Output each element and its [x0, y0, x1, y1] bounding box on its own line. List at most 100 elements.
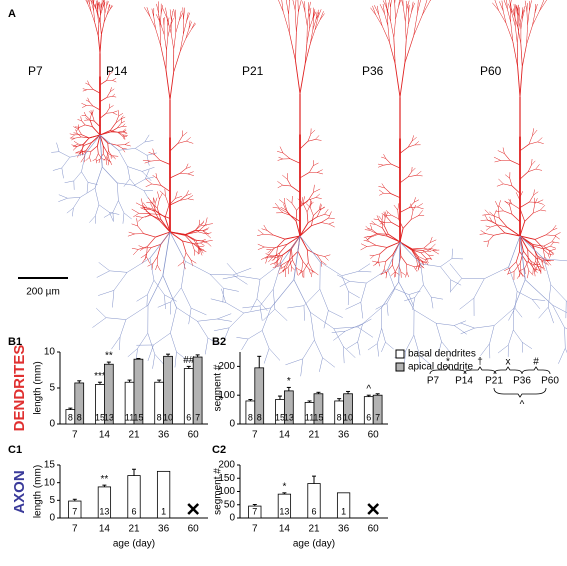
- significance: **: [101, 474, 109, 485]
- neurite: [106, 112, 113, 114]
- neurite: [153, 198, 156, 204]
- neurite: [311, 270, 313, 278]
- neurite: [420, 250, 427, 253]
- significance: *: [287, 376, 291, 387]
- neurite: [320, 204, 322, 211]
- neurite: [272, 252, 281, 258]
- neurite: [92, 158, 97, 162]
- neurite: [515, 26, 518, 44]
- n-label: 11: [125, 412, 134, 422]
- neurite: [135, 148, 148, 156]
- neurite: [319, 13, 325, 21]
- neurite: [413, 197, 416, 203]
- neurite: [379, 193, 384, 196]
- neurite: [384, 211, 389, 218]
- neurite: [155, 210, 166, 218]
- neurite: [514, 291, 518, 309]
- neurite: [133, 213, 140, 218]
- neurite: [508, 266, 518, 292]
- neurite: [122, 148, 128, 150]
- neurite: [152, 203, 157, 212]
- neurite: [145, 176, 154, 180]
- neurite: [411, 248, 419, 257]
- neurite: [524, 268, 526, 275]
- neurite: [210, 298, 226, 303]
- neurite: [375, 302, 388, 310]
- n-label: 15: [95, 412, 105, 422]
- neurite: [109, 212, 114, 222]
- neurite: [517, 27, 522, 45]
- panel-label: A: [8, 8, 16, 20]
- neurite: [383, 211, 386, 218]
- neurite: [449, 263, 462, 279]
- neurite: [77, 133, 82, 138]
- neurite: [407, 3, 409, 13]
- neurite: [386, 264, 393, 273]
- stat-symbol: ^: [520, 400, 525, 411]
- neurite: [303, 288, 321, 306]
- neurite: [521, 342, 523, 353]
- neurite: [109, 212, 120, 215]
- neurite: [430, 248, 437, 251]
- neurite: [286, 235, 301, 245]
- neurite: [544, 260, 550, 266]
- neurite: [511, 13, 516, 27]
- neurite: [93, 10, 96, 23]
- neurite: [302, 339, 315, 359]
- neurite: [170, 32, 174, 50]
- neurite: [411, 249, 418, 258]
- neurite: [81, 171, 89, 183]
- neurite: [72, 207, 74, 217]
- neurite: [193, 243, 200, 250]
- neurite: [360, 246, 367, 251]
- neurite: [552, 227, 558, 231]
- neurite: [98, 153, 102, 159]
- y-tick-label: 200: [218, 460, 235, 471]
- neurite: [279, 207, 288, 214]
- neurite: [145, 178, 153, 185]
- neurite: [421, 261, 424, 266]
- neurite: [394, 271, 396, 278]
- neurite: [277, 181, 283, 186]
- neurite: [285, 209, 291, 216]
- neurite: [405, 271, 408, 278]
- neurite: [540, 204, 546, 211]
- neurite: [366, 245, 377, 247]
- neurite: [51, 151, 60, 153]
- significance: *: [282, 481, 286, 492]
- neurite: [291, 266, 295, 271]
- x-tick-label: 21: [308, 524, 320, 535]
- neurite: [123, 178, 131, 187]
- neurite: [408, 5, 410, 13]
- neurite: [176, 307, 198, 322]
- neurite: [268, 257, 273, 263]
- y-tick-label: 50: [224, 499, 236, 510]
- neurite: [69, 133, 75, 136]
- neurite: [164, 294, 177, 302]
- neurite: [263, 308, 276, 321]
- neurite: [484, 214, 488, 221]
- neurite: [202, 230, 209, 235]
- neurite: [411, 2, 415, 12]
- neurite: [534, 4, 538, 13]
- neurite: [173, 51, 181, 73]
- neurite: [96, 270, 110, 278]
- y-tick-label: 100: [218, 486, 235, 497]
- neurite: [169, 72, 175, 100]
- neurite: [497, 344, 509, 354]
- neurite: [441, 341, 452, 354]
- neurite: [276, 246, 278, 255]
- neurite: [58, 197, 68, 202]
- neurite: [484, 209, 490, 215]
- neurite: [285, 358, 303, 366]
- neurite: [489, 214, 500, 219]
- neurite: [519, 144, 530, 152]
- neurite: [308, 197, 316, 201]
- neurite: [513, 3, 516, 14]
- neurite: [96, 158, 101, 162]
- neurite: [333, 330, 346, 341]
- neurite: [376, 245, 388, 248]
- neurite: [88, 119, 95, 122]
- neurite: [385, 210, 392, 216]
- neurite: [425, 258, 431, 260]
